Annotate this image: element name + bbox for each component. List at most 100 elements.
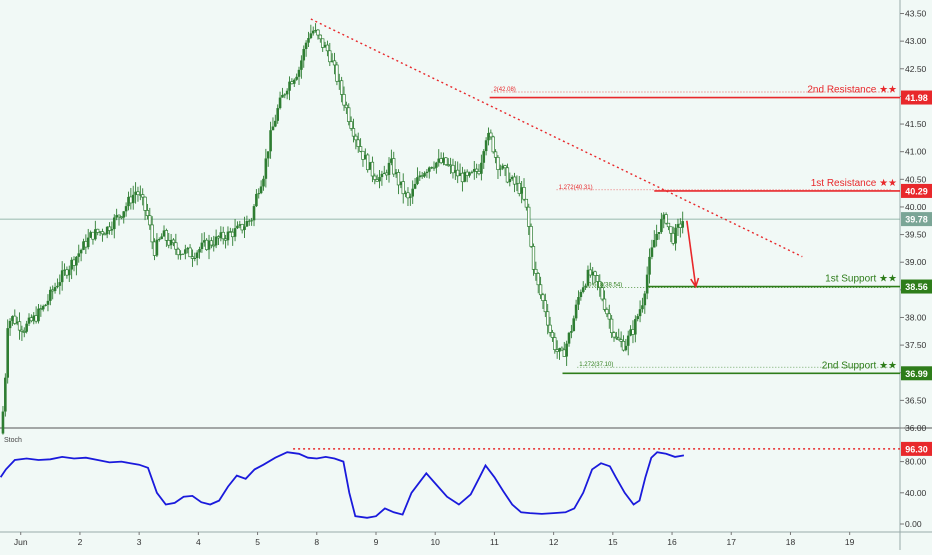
time-tick-label: 9 <box>374 537 379 547</box>
candle-body-down <box>174 242 178 250</box>
candle-body-down <box>373 175 377 180</box>
candle-body-up <box>629 329 632 336</box>
candle-body-down <box>72 259 76 266</box>
candle-body-up <box>423 173 426 177</box>
candle-body-down <box>96 228 100 233</box>
candle-body-up <box>645 274 649 294</box>
candle-body-down <box>588 269 592 276</box>
candle-body-up <box>53 287 57 291</box>
candle-body-up <box>399 181 403 185</box>
price-tick-label: 43.00 <box>905 36 927 46</box>
candle-body-up <box>8 320 12 329</box>
candle-body-down <box>614 336 619 339</box>
candle-body-up <box>11 316 14 321</box>
candle-body-up <box>202 240 206 243</box>
candle-body-up <box>278 97 282 109</box>
candle-body-up <box>181 253 185 255</box>
price-tick-label: 41.00 <box>905 147 927 157</box>
price-tick-label: 36.00 <box>905 423 927 433</box>
candle-body-down <box>538 284 543 296</box>
candle-body-up <box>58 282 62 286</box>
candle-body-down <box>524 198 529 208</box>
candle-body-up <box>259 186 263 194</box>
candle-body-up <box>6 328 9 378</box>
candle-body-down <box>548 324 552 333</box>
candle-body-down <box>420 175 424 177</box>
candle-body-down <box>503 165 507 169</box>
candle-body-up <box>198 249 201 253</box>
candle-body-down <box>669 226 673 234</box>
candle-body-up <box>75 256 78 266</box>
candle-body-down <box>103 233 107 236</box>
time-tick-label: 18 <box>786 537 796 547</box>
candle-body-down <box>664 214 668 224</box>
candle-body-up <box>394 172 398 175</box>
candle-body-up <box>257 193 261 195</box>
candle-body-down <box>609 318 614 334</box>
candle-body-up <box>238 224 242 226</box>
candle-body-up <box>200 242 204 250</box>
candle-body-up <box>236 225 239 229</box>
candle-body-up <box>380 173 384 178</box>
candle-body-down <box>600 287 604 300</box>
candle-body-up <box>94 229 97 240</box>
candle-body-up <box>655 233 658 240</box>
candle-body-up <box>70 259 73 270</box>
candle-body-down <box>671 232 675 244</box>
candle-body-up <box>584 285 587 288</box>
candle-body-down <box>439 158 443 164</box>
candle-body-up <box>243 226 246 230</box>
candle-body-up <box>567 332 571 344</box>
candle-body-down <box>444 157 448 165</box>
candle-body-down <box>465 171 469 176</box>
candle-body-down <box>432 166 436 169</box>
candle-body-down <box>477 171 481 175</box>
candle-body-down <box>328 50 332 63</box>
candle-body-down <box>107 226 112 231</box>
candle-body-up <box>77 253 81 257</box>
candle-body-down <box>370 161 375 177</box>
candle-body-down <box>531 246 536 270</box>
candle-body-up <box>330 60 334 62</box>
candle-body-up <box>442 157 445 163</box>
time-tick-label: 3 <box>137 537 142 547</box>
candle-body-up <box>44 304 47 306</box>
candle-body-up <box>468 172 471 176</box>
candle-body-up <box>499 168 502 170</box>
candle-body-down <box>607 313 611 320</box>
candle-body-up <box>127 196 130 207</box>
candle-body-up <box>634 319 637 335</box>
candle-body-down <box>119 216 124 219</box>
candle-body-up <box>297 69 301 77</box>
candle-body-down <box>401 181 405 195</box>
candle-body-down <box>493 151 498 158</box>
candle-body-down <box>344 104 349 109</box>
candle-body-up <box>274 120 277 127</box>
price-tick-label: 43.50 <box>905 9 927 19</box>
candle-body-down <box>290 81 294 85</box>
fib-label: 1.272(40.31) <box>559 185 593 191</box>
time-tick-label: 10 <box>430 537 440 547</box>
candle-body-up <box>105 226 109 235</box>
level-name: 1st Resistance ★★ <box>811 178 897 189</box>
candle-body-down <box>209 240 214 246</box>
time-tick-label: 16 <box>667 537 677 547</box>
candle-body-up <box>409 196 412 198</box>
candle-body-up <box>463 172 467 182</box>
candle-body-down <box>240 223 244 231</box>
candle-body-down <box>351 128 356 137</box>
candle-body-up <box>292 79 296 84</box>
candle-body-up <box>255 193 258 207</box>
candle-body-up <box>404 192 407 194</box>
candle-body-up <box>579 291 583 298</box>
candle-body-down <box>332 60 337 66</box>
candle-body-down <box>474 168 479 172</box>
candle-body-up <box>413 183 417 189</box>
candle-body-down <box>188 247 192 258</box>
candle-body-down <box>164 230 169 241</box>
candle-body-up <box>650 247 654 257</box>
time-tick-label: 2 <box>78 537 83 547</box>
candle-body-down <box>522 186 526 200</box>
candle-body-up <box>124 206 128 212</box>
